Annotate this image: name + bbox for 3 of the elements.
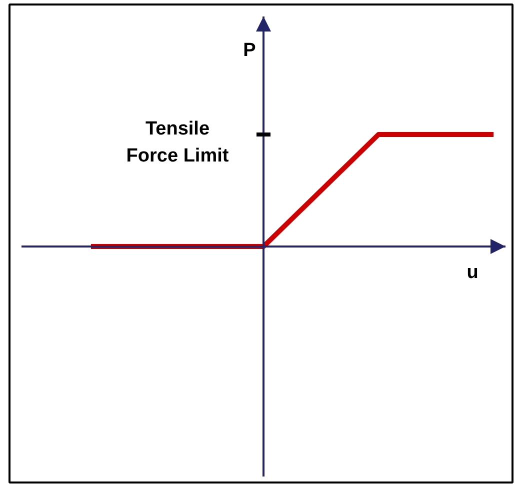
y-axis-title: P: [243, 40, 256, 61]
x-axis-title: u: [466, 262, 478, 283]
annotation: Tensile Force Limit: [126, 118, 230, 167]
